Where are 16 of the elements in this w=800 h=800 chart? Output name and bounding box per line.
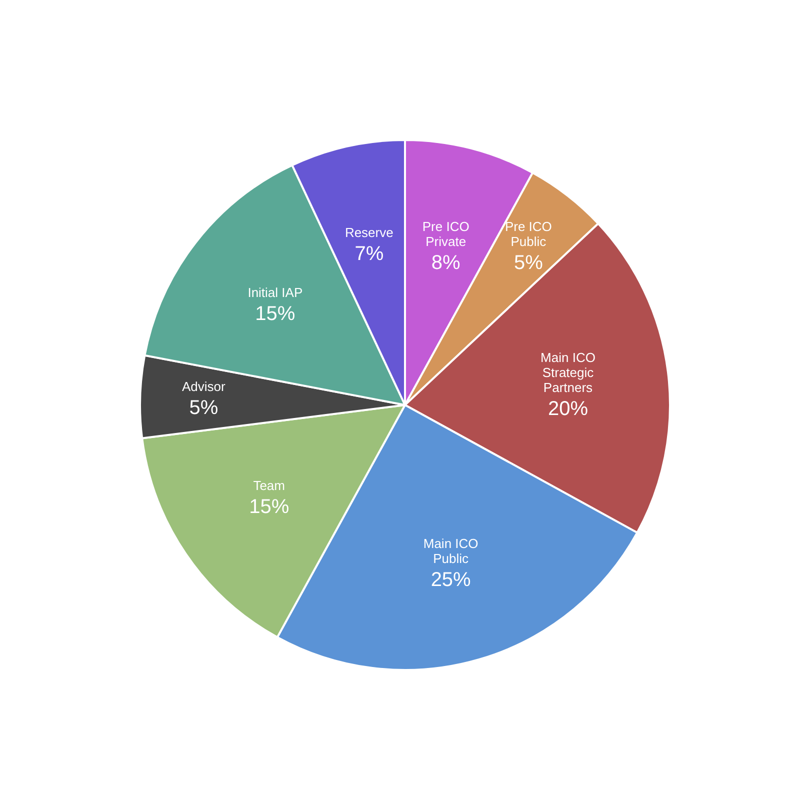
data-label: 7% [354, 243, 384, 266]
slice-label: Advisor [182, 379, 226, 394]
slice-label: Pre ICO Private [422, 218, 470, 249]
data-label: 15% [255, 302, 296, 325]
slice-label: Pre ICO Public [504, 218, 552, 249]
data-label: 8% [431, 252, 461, 274]
data-label: 5% [514, 252, 544, 274]
slice-label: Reserve [344, 225, 394, 240]
slice-label: Main ICO Public [423, 536, 478, 566]
data-label: 15% [249, 496, 290, 518]
data-label: 20% [548, 398, 588, 420]
slice-label: Main ICO Strategic Partners [540, 350, 596, 395]
data-label: 25% [430, 568, 472, 591]
slice-label: Team [253, 478, 286, 493]
data-label: 5% [189, 397, 218, 420]
slice-label: Initial IAP [248, 284, 303, 300]
